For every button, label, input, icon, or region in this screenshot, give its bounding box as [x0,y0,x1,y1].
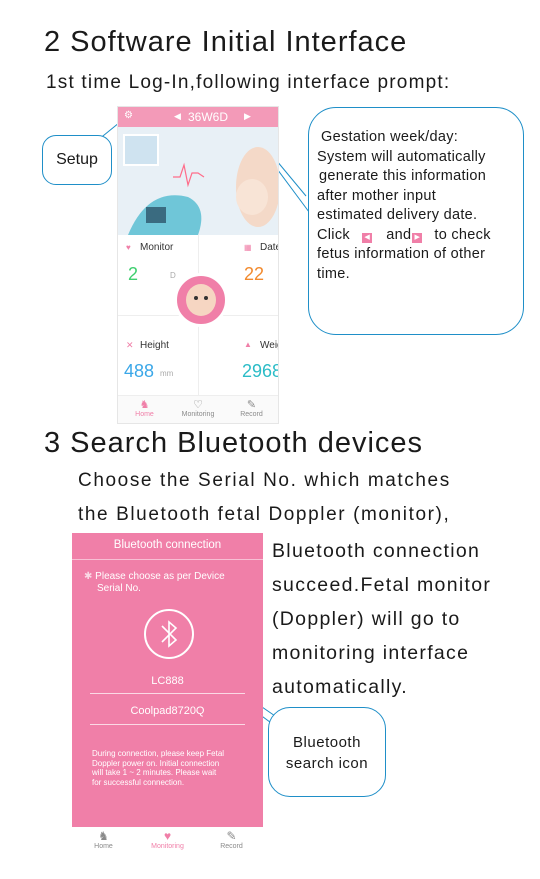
device-item-lc888[interactable]: LC888 [151,675,184,687]
ruler-icon: ✕ [126,340,134,350]
gear-icon[interactable]: ⚙ [124,110,133,121]
device-item-coolpad[interactable]: Coolpad8720Q [130,705,205,717]
section-text-line: Choose the Serial No. which matches [78,470,451,491]
callout-line: Gestation week/day: [321,129,459,145]
tab-monitoring[interactable]: ♥ Monitoring [135,829,200,850]
bluetooth-description: Bluetooth connection succeed.Fetal monit… [272,540,492,698]
tab-monitoring-label: Monitoring [181,411,215,418]
baby-avatar [174,273,228,327]
tab-record-label: Record [240,411,263,418]
stroller-icon: ♞ [139,399,150,411]
stroller-icon: ♞ [98,829,109,843]
week-day-label: 36W6D [188,110,229,124]
callout-line: fetus information of other [317,246,486,262]
section-text-line: the Bluetooth fetal Doppler (monitor), [78,504,451,525]
setup-label: Setup [56,151,98,168]
tab-monitoring-label: Monitoring [151,843,184,850]
heart-icon: ♥ [163,829,172,843]
height-unit: mm [160,369,174,378]
pencil-icon: ✎ [226,829,237,843]
heart-icon: ♥ [126,243,131,252]
monitor-unit: D [170,271,176,280]
callout-line: after mother input [317,187,437,204]
callout-line: time. [317,265,350,282]
height-label: Height [140,340,169,351]
screen-title: Bluetooth connection [113,539,222,551]
connection-note: During connection, please keep Fetal Dop… [92,749,225,787]
monitor-value: 2 [128,264,139,284]
section-heading: 3 Search Bluetooth devices [44,427,424,459]
callout-line: System will automatically [317,148,486,165]
tab-home-label: Home [135,411,154,418]
weight-value: 2968 [242,361,279,381]
stats-grid: ♥ Monitor 2 D ▦ Date 22 D ✕ Height 488 m… [118,235,278,395]
tab-home[interactable]: ♞ Home [118,398,171,423]
bluetooth-icon [161,620,178,648]
prev-arrow-icon[interactable]: ◀ [174,111,181,121]
callout-line: Click ◀ and ▶ to check [317,226,491,243]
gestation-callout: Gestation week/day: System will automati… [308,107,524,335]
tab-record-label: Record [220,843,243,850]
scale-icon: ▲ [244,340,252,349]
tab-home-label: Home [94,843,113,850]
tab-monitoring[interactable]: ♡ Monitoring [171,398,225,423]
height-value: 488 [124,361,155,381]
monitor-label: Monitor [140,242,174,253]
date-label: Date [260,242,278,253]
tab-home[interactable]: ♞ Home [72,829,135,850]
hero-image [118,127,278,235]
bluetooth-connection-screen: Bluetooth connection ✱ Please choose as … [72,533,263,858]
tab-record[interactable]: ✎ Record [225,398,278,423]
next-arrow-icon[interactable]: ▶ [244,111,251,121]
weight-label: Weight [260,340,278,351]
instruction-text: ✱ Please choose as per Device Serial No. [84,571,225,594]
date-value: 22 [244,264,265,284]
app-home-screen: ⚙ ◀ 36W6D ▶ ♥ Monitor 2 D ▦ Date 22 D ✕ … [117,106,279,424]
bluetooth-search-button[interactable] [144,609,194,659]
callout-line: estimated delivery date. [317,207,478,223]
pencil-icon: ✎ [246,399,257,411]
next-arrow-icon: ▶ [412,232,423,243]
section-subtitle: 1st time Log-In,following interface prom… [46,72,451,93]
bluetooth-search-callout: Bluetooth search icon [268,707,386,797]
heart-monitor-icon: ♡ [193,399,203,411]
section-heading: 2 Software Initial Interface [44,26,408,58]
calendar-icon: ▦ [244,243,252,252]
callout-line: generate this information [319,168,487,184]
app-top-bar: ⚙ ◀ 36W6D ▶ [118,107,278,127]
bluetooth-small-icon: ✱ [84,571,93,582]
pregnant-mother-illustration [118,127,278,235]
bottom-tab-bar: ♞ Home ♡ Monitoring ✎ Record [118,395,278,423]
setup-callout: Setup [42,135,112,185]
prev-arrow-icon: ◀ [362,232,373,243]
tab-record[interactable]: ✎ Record [200,829,263,850]
bottom-tab-bar: ♞ Home ♥ Monitoring ✎ Record [72,827,263,858]
